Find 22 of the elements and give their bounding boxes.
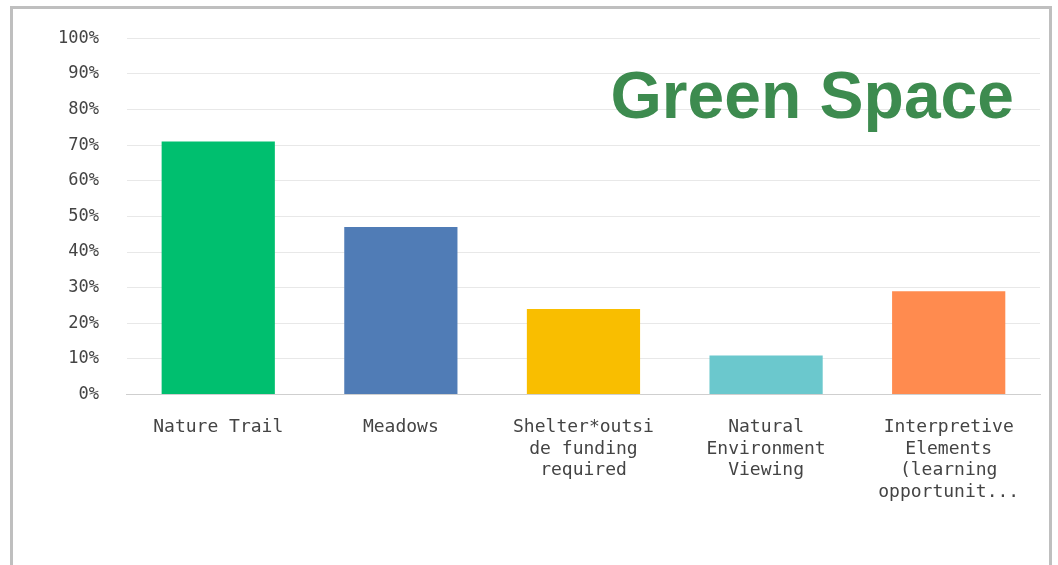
y-tick-label: 50% xyxy=(68,204,99,225)
y-tick-label: 20% xyxy=(68,311,99,332)
y-tick-label: 40% xyxy=(68,240,99,261)
x-tick-label: Natural Environment Viewing xyxy=(706,415,826,480)
bar xyxy=(709,355,823,395)
y-tick-label: 0% xyxy=(78,383,99,404)
y-tick-label: 10% xyxy=(68,347,99,368)
x-tick-label: Shelter*outside funding required xyxy=(513,415,654,480)
bar xyxy=(526,309,641,395)
x-tick-label: Nature Trail xyxy=(153,415,284,437)
y-tick-label: 70% xyxy=(68,133,99,154)
bar xyxy=(161,141,275,395)
chart-title: Green Space xyxy=(610,58,1014,132)
y-tick-label: 80% xyxy=(68,97,99,118)
bar xyxy=(344,227,458,395)
bar xyxy=(892,291,1006,395)
y-tick-label: 90% xyxy=(68,62,99,83)
y-tick-label: 60% xyxy=(68,169,99,190)
x-tick-label: Interpretive Elements (learning opportunit... xyxy=(878,415,1020,501)
y-tick-label: 100% xyxy=(57,26,99,47)
y-tick-label: 30% xyxy=(68,276,99,297)
x-tick-label: Meadows xyxy=(362,415,439,437)
